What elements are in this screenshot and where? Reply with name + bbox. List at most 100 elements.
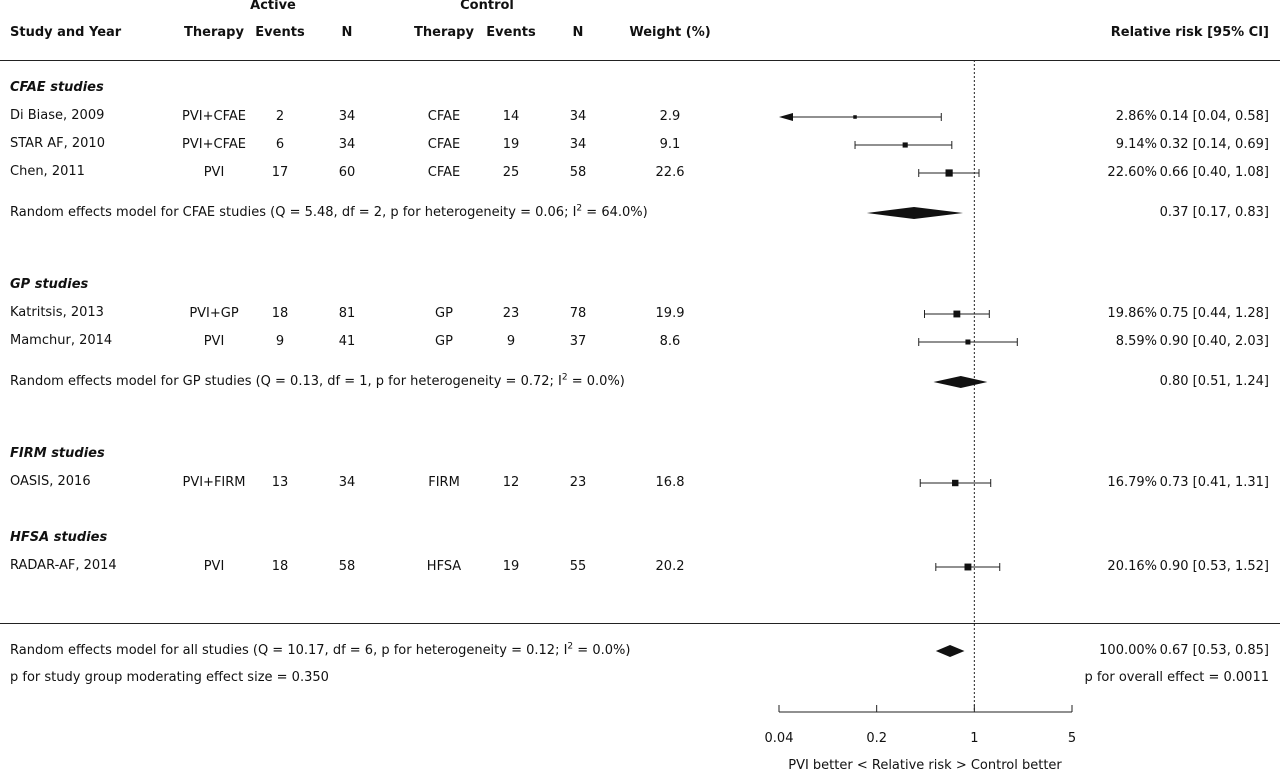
control-n-cell: 58 — [569, 165, 587, 180]
summary-diamond — [935, 645, 965, 657]
ci-cell: 0.32 [0.14, 0.69] — [1159, 137, 1269, 152]
control-n-cell: 37 — [569, 334, 587, 349]
weight-cell: 9.1 — [659, 137, 681, 152]
ci-cell: 0.90 [0.53, 1.52] — [1159, 559, 1269, 574]
weight-cell: 19.9 — [655, 306, 685, 321]
x-axis-tick-label: 5 — [1067, 731, 1077, 746]
active-therapy-cell: PVI — [203, 559, 225, 574]
active-events-header: Events — [255, 25, 305, 40]
control-events-cell: 9 — [506, 334, 516, 349]
group-title: HFSA studies — [10, 530, 108, 545]
ci-cell: 0.14 [0.04, 0.58] — [1159, 109, 1269, 124]
active-events-cell: 6 — [275, 137, 285, 152]
weight-cell: 16.8 — [655, 475, 685, 490]
active-therapy-cell: PVI+CFAE — [182, 109, 246, 124]
point-estimate-square — [965, 339, 971, 345]
control-n-cell: 78 — [569, 306, 587, 321]
x-axis-tick-label: 0.04 — [764, 731, 794, 746]
control-therapy-cell: CFAE — [427, 165, 461, 180]
point-estimate-square — [902, 142, 908, 148]
group-summary-ci: 0.37 [0.17, 0.83] — [1159, 205, 1269, 220]
weight-cell: 8.6 — [659, 334, 681, 349]
overall-effect-text: p for overall effect = 0.0011 — [1084, 670, 1269, 685]
control-events-header: Events — [486, 25, 536, 40]
control-therapy-cell: HFSA — [426, 559, 462, 574]
active-therapy-cell: PVI+CFAE — [182, 137, 246, 152]
active-therapy-cell: PVI+GP — [189, 306, 239, 321]
active-n-cell: 34 — [338, 109, 356, 124]
active-n-cell: 81 — [338, 306, 356, 321]
active-n-cell: 58 — [338, 559, 356, 574]
overall-weight: 100.00% — [1099, 643, 1157, 658]
control-therapy-header: Therapy — [414, 25, 474, 40]
active-therapy-cell: PVI — [203, 165, 225, 180]
active-therapy-cell: PVI+FIRM — [182, 475, 246, 490]
weight-pct-cell: 16.79% — [1107, 475, 1157, 490]
active-events-cell: 18 — [271, 306, 289, 321]
active-events-cell: 9 — [275, 334, 285, 349]
active-events-cell: 2 — [275, 109, 285, 124]
control-events-cell: 19 — [502, 137, 520, 152]
active-therapy-header: Therapy — [184, 25, 244, 40]
group-summary-ci: 0.80 [0.51, 1.24] — [1159, 374, 1269, 389]
active-n-cell: 34 — [338, 475, 356, 490]
weight-cell: 22.6 — [655, 165, 685, 180]
active-events-cell: 17 — [271, 165, 289, 180]
ci-arrow-left — [779, 113, 793, 121]
study-name: Di Biase, 2009 — [10, 108, 105, 123]
active-n-cell: 41 — [338, 334, 356, 349]
study-name: Chen, 2011 — [10, 164, 85, 179]
active-n-cell: 34 — [338, 137, 356, 152]
point-estimate-square — [853, 115, 857, 119]
control-n-cell: 34 — [569, 109, 587, 124]
active-events-cell: 13 — [271, 475, 289, 490]
ci-cell: 0.75 [0.44, 1.28] — [1159, 306, 1269, 321]
control-therapy-cell: FIRM — [428, 475, 460, 490]
weight-pct-cell: 20.16% — [1107, 559, 1157, 574]
weight-pct-cell: 19.86% — [1107, 306, 1157, 321]
point-estimate-square — [964, 563, 972, 571]
active-events-cell: 18 — [271, 559, 289, 574]
x-axis-label: PVI better < Relative risk > Control bet… — [788, 758, 1062, 773]
point-estimate-square — [945, 169, 953, 177]
active-therapy-cell: PVI — [203, 334, 225, 349]
control-therapy-cell: GP — [435, 306, 453, 321]
weight-cell: 20.2 — [655, 559, 685, 574]
weight-header: Weight (%) — [629, 25, 711, 40]
point-estimate-square — [953, 310, 961, 318]
control-n-cell: 55 — [569, 559, 587, 574]
control-therapy-cell: GP — [435, 334, 453, 349]
control-therapy-cell: CFAE — [427, 109, 461, 124]
active-n-header: N — [341, 25, 353, 40]
header-divider — [0, 60, 1280, 61]
control-events-cell: 19 — [502, 559, 520, 574]
active-group-header: Active — [250, 0, 296, 13]
overall-divider — [0, 623, 1280, 624]
group-summary-label: Random effects model for CFAE studies (Q… — [10, 203, 648, 220]
study-name: STAR AF, 2010 — [10, 136, 105, 151]
x-axis-tick-label: 0.2 — [866, 731, 887, 746]
control-events-cell: 12 — [502, 475, 520, 490]
control-events-cell: 14 — [502, 109, 520, 124]
summary-diamond — [933, 376, 988, 388]
moderator-p-text: p for study group moderating effect size… — [10, 670, 329, 685]
weight-pct-cell: 8.59% — [1115, 334, 1157, 349]
group-title: FIRM studies — [10, 446, 105, 461]
weight-cell: 2.9 — [659, 109, 681, 124]
control-events-cell: 25 — [502, 165, 520, 180]
study-and-year-header: Study and Year — [10, 25, 122, 40]
group-title: CFAE studies — [10, 80, 104, 95]
study-name: Katritsis, 2013 — [10, 305, 104, 320]
overall-ci: 0.67 [0.53, 0.85] — [1159, 643, 1269, 658]
control-events-cell: 23 — [502, 306, 520, 321]
study-name: Mamchur, 2014 — [10, 333, 113, 348]
relative-risk-header: Relative risk [95% CI] — [1110, 25, 1269, 40]
study-name: OASIS, 2016 — [10, 474, 91, 489]
ci-cell: 0.73 [0.41, 1.31] — [1159, 475, 1269, 490]
active-n-cell: 60 — [338, 165, 356, 180]
overall-summary-label: Random effects model for all studies (Q … — [10, 641, 631, 658]
group-summary-label: Random effects model for GP studies (Q =… — [10, 372, 625, 389]
control-therapy-cell: CFAE — [427, 137, 461, 152]
